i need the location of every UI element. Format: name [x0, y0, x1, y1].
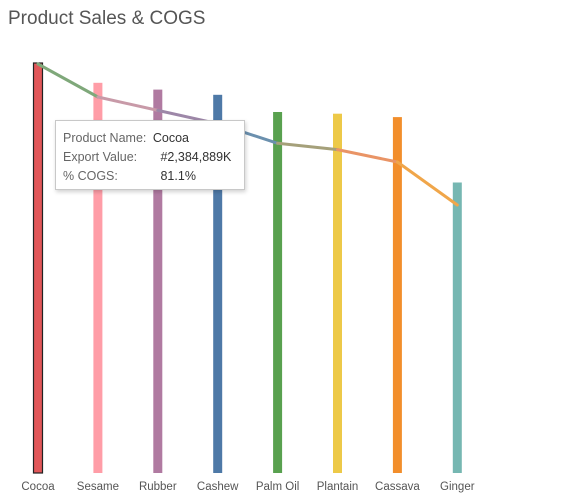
bar-cashew[interactable] — [213, 94, 223, 474]
category-label: Cashew — [197, 481, 239, 493]
bar-ginger[interactable] — [452, 182, 462, 474]
tooltip: Product Name: Cocoa Export Value: #2,384… — [55, 120, 245, 190]
bar-palm-oil[interactable] — [273, 112, 283, 473]
cogs-line-segment — [36, 62, 100, 99]
category-label: Cocoa — [21, 481, 55, 493]
tooltip-row-export: Export Value: #2,384,889K — [63, 148, 244, 167]
cogs-line-segment — [276, 141, 339, 152]
bar-rubber[interactable] — [153, 89, 163, 473]
tooltip-product-label: Product Name: — [63, 131, 147, 145]
bar-cocoa[interactable] — [32, 62, 44, 474]
tooltip-export-label: Export Value: — [63, 150, 138, 164]
tooltip-cogs-label: % COGS: — [63, 169, 118, 183]
category-label: Plantain — [317, 481, 359, 493]
tooltip-export-value: #2,384,889K — [160, 150, 232, 164]
category-label: Rubber — [139, 481, 177, 493]
category-label: Cassava — [375, 481, 420, 493]
bar-plantain[interactable] — [333, 113, 342, 473]
category-label: Palm Oil — [256, 481, 299, 493]
tooltip-cogs-value: 81.1% — [160, 169, 196, 183]
cogs-line-segment — [395, 160, 459, 207]
cogs-line-segment — [96, 95, 160, 112]
cogs-line-segment — [336, 148, 399, 164]
category-label: Ginger — [440, 481, 475, 493]
category-label: Sesame — [77, 481, 119, 493]
chart-title: Product Sales & COGS — [8, 8, 206, 29]
tooltip-row-product: Product Name: Cocoa — [63, 129, 244, 148]
tooltip-product-value: Cocoa — [152, 131, 189, 145]
bar-cassava[interactable] — [392, 117, 402, 473]
bar-sesame[interactable] — [93, 82, 103, 474]
tooltip-row-cogs: % COGS: 81.1% — [63, 167, 244, 186]
